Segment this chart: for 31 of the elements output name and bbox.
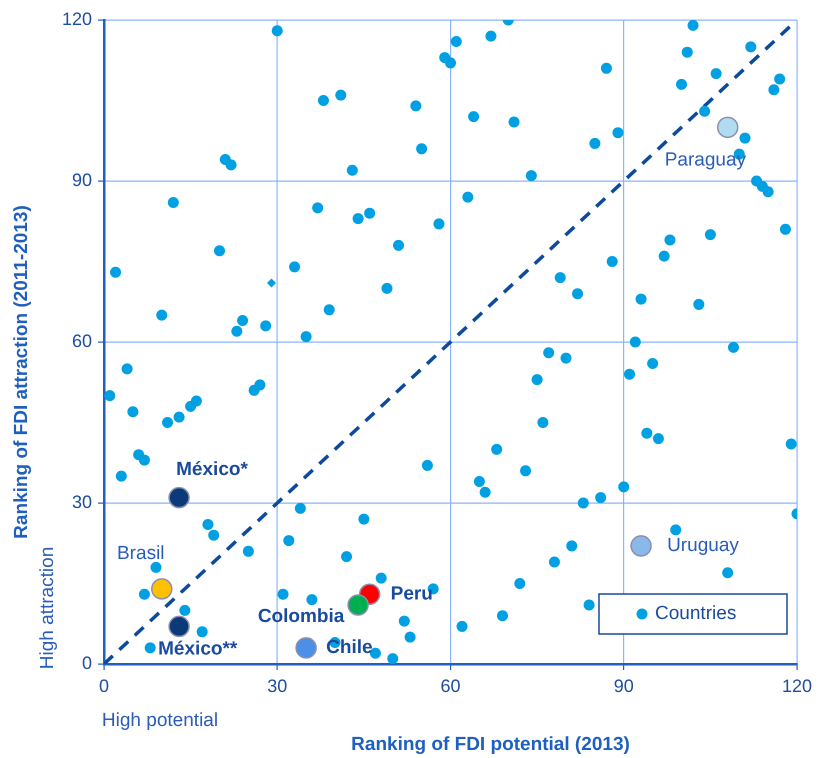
legend-label: Countries (655, 603, 736, 624)
point (295, 637, 317, 659)
x-tick-label: 90 (614, 676, 634, 696)
point (151, 578, 172, 600)
y-tick-label: 90 (72, 170, 92, 190)
point (168, 616, 190, 638)
text: High potential (102, 710, 218, 732)
x-tick-label: 120 (782, 676, 812, 696)
point (630, 535, 652, 557)
x-tick-label: 60 (440, 676, 461, 696)
series-label: Paraguay (664, 150, 747, 171)
text: High attraction (37, 546, 58, 670)
point (716, 116, 738, 138)
series-label: Peru (390, 583, 433, 604)
series-label: México* (176, 458, 248, 480)
series-label: Chile (326, 637, 373, 658)
x-tick-label: 30 (267, 676, 288, 696)
y-axis-title: Ranking of FDI attraction (2011-2013) (11, 205, 32, 539)
y-tick-label: 30 (72, 492, 92, 512)
x-tick-label: 0 (98, 676, 110, 696)
series-label: Uruguay (667, 535, 740, 556)
point (266, 278, 276, 288)
x-axis-title: Ranking of FDI potential (2013) (351, 734, 630, 756)
point (347, 594, 369, 616)
series-label: Colombia (258, 606, 345, 628)
point (168, 486, 190, 508)
y-tick-label: 0 (82, 652, 92, 673)
y-tick-label: 120 (62, 8, 92, 29)
series-label: México** (158, 638, 238, 660)
y-tick-label: 60 (72, 330, 92, 351)
series-label: Brasil (116, 543, 165, 564)
